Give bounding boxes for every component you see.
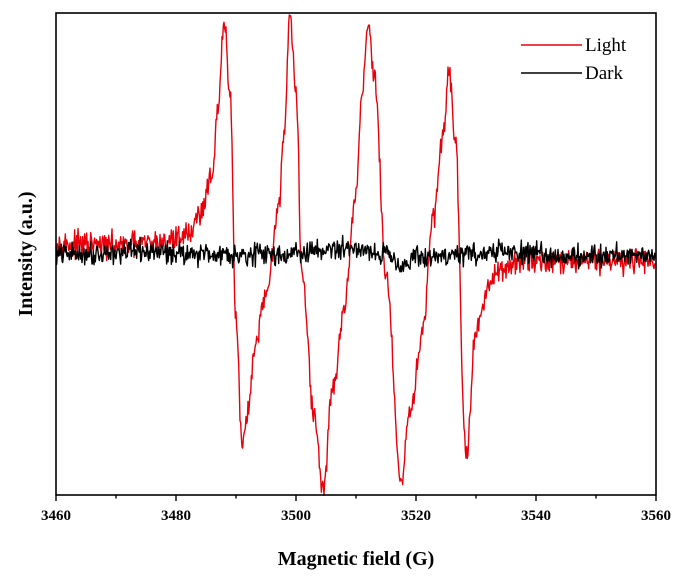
- series-line-dark: [55, 234, 657, 273]
- legend-label-light: Light: [585, 35, 627, 56]
- x-tick-label: 3500: [281, 508, 311, 524]
- legend: Light Dark: [521, 35, 627, 84]
- x-tick-label: 3520: [401, 508, 431, 524]
- series-traces: [55, 14, 657, 497]
- x-tick-label: 3480: [161, 508, 191, 524]
- x-tick-label: 3560: [641, 508, 671, 524]
- legend-label-dark: Dark: [585, 63, 623, 84]
- x-axis-title: Magnetic field (G): [278, 548, 435, 570]
- x-tick-label: 3540: [521, 508, 551, 524]
- y-axis-title: Intensity (a.u.): [15, 191, 37, 316]
- x-axis-ticks: 3460 3480 3500 3520 3540 3560: [41, 495, 671, 524]
- x-tick-label: 3460: [41, 508, 71, 524]
